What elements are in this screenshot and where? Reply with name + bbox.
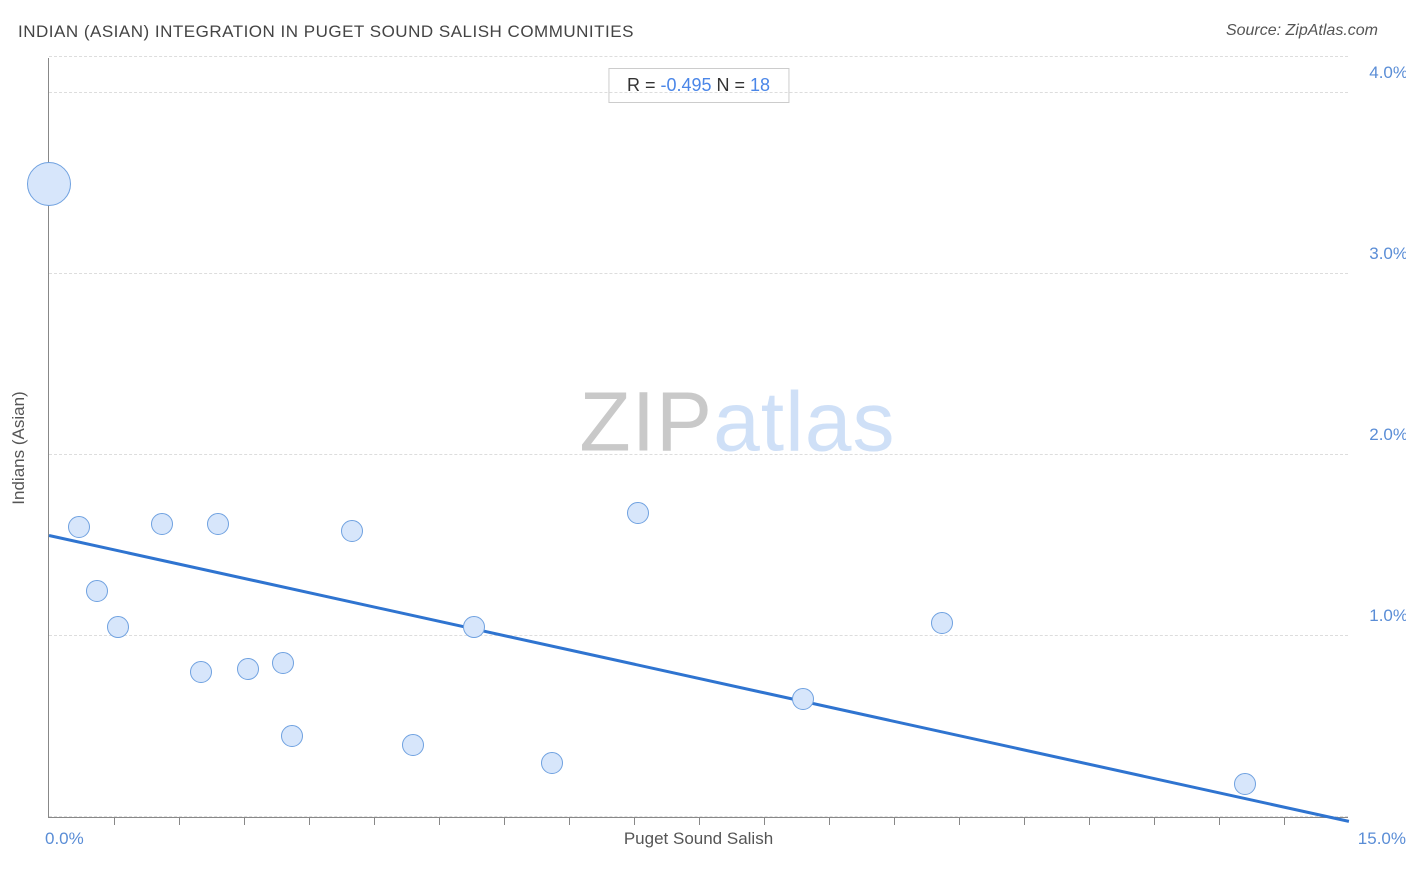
y-tick-label: 4.0% bbox=[1369, 63, 1406, 83]
y-tick-label: 2.0% bbox=[1369, 425, 1406, 445]
scatter-point bbox=[281, 725, 303, 747]
scatter-point bbox=[68, 516, 90, 538]
scatter-point bbox=[931, 612, 953, 634]
x-tick bbox=[959, 817, 960, 825]
x-tick bbox=[634, 817, 635, 825]
x-tick bbox=[829, 817, 830, 825]
scatter-point bbox=[272, 652, 294, 674]
x-tick bbox=[504, 817, 505, 825]
x-tick bbox=[244, 817, 245, 825]
x-tick bbox=[374, 817, 375, 825]
scatter-point bbox=[237, 658, 259, 680]
gridline bbox=[49, 635, 1348, 636]
x-tick bbox=[179, 817, 180, 825]
scatter-point bbox=[151, 513, 173, 535]
x-tick bbox=[699, 817, 700, 825]
chart-title: INDIAN (ASIAN) INTEGRATION IN PUGET SOUN… bbox=[18, 22, 634, 42]
scatter-point bbox=[402, 734, 424, 756]
gridline bbox=[49, 92, 1348, 93]
x-tick bbox=[1284, 817, 1285, 825]
x-tick bbox=[569, 817, 570, 825]
y-tick-label: 3.0% bbox=[1369, 244, 1406, 264]
scatter-point bbox=[627, 502, 649, 524]
x-tick bbox=[439, 817, 440, 825]
x-tick bbox=[309, 817, 310, 825]
source-attribution: Source: ZipAtlas.com bbox=[1226, 22, 1378, 40]
scatter-point bbox=[107, 616, 129, 638]
scatter-point bbox=[27, 162, 71, 206]
x-min-label: 0.0% bbox=[45, 829, 84, 849]
x-tick bbox=[114, 817, 115, 825]
watermark: ZIPatlas bbox=[579, 374, 895, 471]
scatter-point bbox=[341, 520, 363, 542]
scatter-point bbox=[541, 752, 563, 774]
scatter-point bbox=[1234, 773, 1256, 795]
plot-area: ZIPatlas R = -0.495 N = 18 Indians (Asia… bbox=[48, 58, 1348, 818]
x-tick bbox=[1154, 817, 1155, 825]
x-axis-label: Puget Sound Salish bbox=[624, 829, 773, 849]
gridline bbox=[49, 56, 1348, 57]
scatter-point bbox=[207, 513, 229, 535]
gridline bbox=[49, 454, 1348, 455]
y-tick-label: 1.0% bbox=[1369, 606, 1406, 626]
scatter-point bbox=[463, 616, 485, 638]
stats-box: R = -0.495 N = 18 bbox=[608, 68, 789, 103]
x-tick bbox=[1219, 817, 1220, 825]
chart-container: INDIAN (ASIAN) INTEGRATION IN PUGET SOUN… bbox=[0, 0, 1406, 892]
y-axis-label: Indians (Asian) bbox=[9, 391, 29, 504]
x-tick bbox=[894, 817, 895, 825]
x-max-label: 15.0% bbox=[1358, 829, 1406, 849]
x-tick bbox=[764, 817, 765, 825]
x-tick bbox=[1089, 817, 1090, 825]
x-tick bbox=[1024, 817, 1025, 825]
scatter-point bbox=[86, 580, 108, 602]
scatter-point bbox=[190, 661, 212, 683]
scatter-point bbox=[792, 688, 814, 710]
gridline bbox=[49, 273, 1348, 274]
